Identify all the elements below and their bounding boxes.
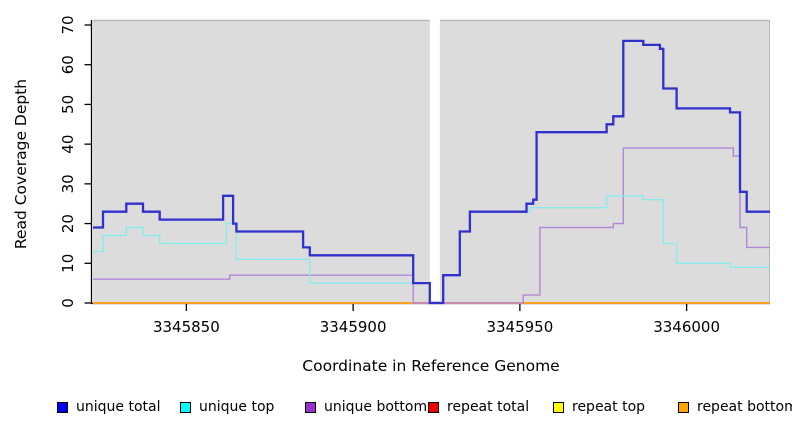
legend-item-repeat-top: repeat top (553, 399, 645, 415)
legend-label: unique bottom (324, 399, 428, 415)
legend-item-repeat-total: repeat total (428, 399, 529, 415)
svg-text:10: 10 (59, 254, 77, 273)
legend-item-unique-bottom: unique bottom (305, 399, 427, 415)
legend-item-repeat-bottom: repeat bottom (678, 399, 792, 415)
svg-text:60: 60 (59, 55, 77, 74)
svg-text:3345900: 3345900 (320, 318, 387, 336)
repeat-bottom-swatch-icon (678, 401, 689, 413)
svg-text:40: 40 (59, 135, 77, 154)
svg-text:0: 0 (59, 298, 77, 308)
legend-label: repeat total (447, 399, 530, 415)
y-axis-title: Read Coverage Depth (12, 78, 30, 250)
legend-label: repeat bottom (697, 399, 792, 415)
svg-text:70: 70 (59, 15, 77, 34)
legend: unique total unique top unique bottom re… (0, 399, 792, 423)
svg-text:3345850: 3345850 (153, 318, 220, 336)
unique-total-swatch-icon (57, 401, 68, 413)
svg-text:50: 50 (59, 95, 77, 114)
legend-label: unique top (199, 399, 275, 415)
unique-bottom-swatch-icon (305, 401, 316, 413)
repeat-top-swatch-icon (553, 401, 564, 413)
x-axis-title: Coordinate in Reference Genome (302, 357, 560, 375)
legend-label: unique total (76, 399, 161, 415)
svg-text:30: 30 (59, 174, 77, 193)
svg-text:3346000: 3346000 (653, 318, 720, 336)
legend-item-unique-top: unique top (180, 399, 274, 415)
svg-text:20: 20 (59, 214, 77, 233)
svg-text:3345950: 3345950 (486, 318, 553, 336)
legend-item-unique-total: unique total (57, 399, 160, 415)
unique-top-swatch-icon (180, 401, 191, 413)
repeat-total-swatch-icon (428, 401, 439, 413)
legend-label: repeat top (572, 399, 646, 415)
